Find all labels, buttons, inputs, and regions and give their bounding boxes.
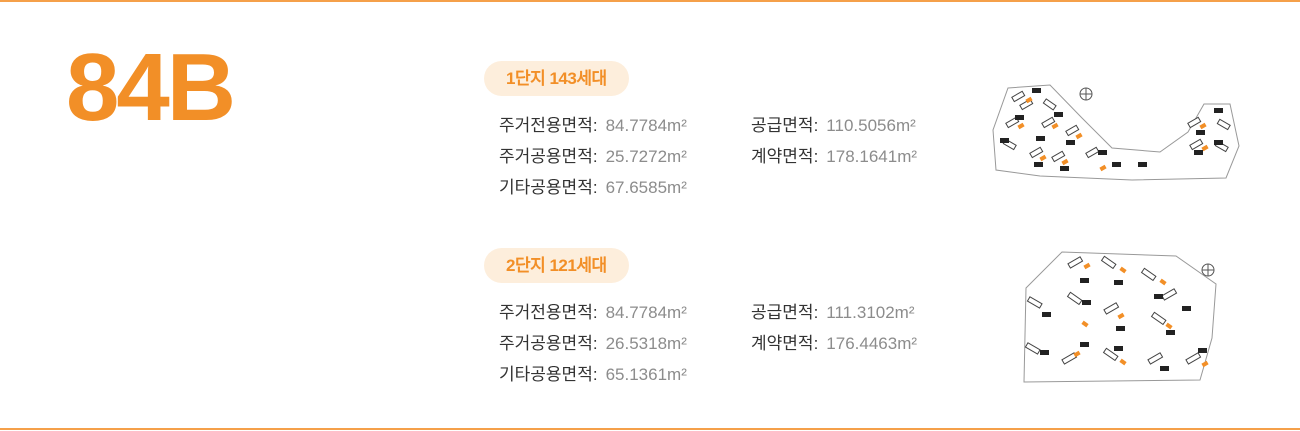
top-divider (0, 0, 1300, 2)
complex-1-site-plan (992, 84, 1240, 181)
contract-area-label: 계약면적 (751, 147, 814, 166)
other-common-area-row: 기타공용면적: 65.1361m² (499, 365, 687, 384)
contract-area-value: 178.1641m² (826, 147, 918, 166)
residential-common-area-value: 26.5318m² (605, 334, 687, 353)
other-common-area-value: 65.1361m² (605, 365, 687, 384)
supply-area-row: 공급면적: 110.5056m² (751, 116, 916, 135)
exclusive-area-label: 주거전용면적 (499, 303, 593, 322)
exclusive-area-label: 주거전용면적 (499, 116, 593, 135)
other-common-area-value: 67.6585m² (605, 178, 687, 197)
exclusive-area-value: 84.7784m² (605, 303, 687, 322)
contract-area-row: 계약면적: 176.4463m² (751, 334, 918, 353)
other-common-area-label: 기타공용면적 (499, 178, 593, 197)
supply-area-row: 공급면적: 111.3102m² (751, 303, 915, 322)
contract-area-row: 계약면적: 178.1641m² (751, 147, 918, 166)
supply-area-label: 공급면적 (751, 303, 814, 322)
contract-area-value: 176.4463m² (826, 334, 918, 353)
complex-2-section: 2단지 121세대 주거전용면적: 84.7784m² 주거공용면적: 26.531… (484, 248, 984, 413)
supply-area-value: 110.5056m² (826, 116, 916, 135)
contract-area-label: 계약면적 (751, 334, 814, 353)
exclusive-area-value: 84.7784m² (605, 116, 687, 135)
complex-2-site-plan (1023, 251, 1217, 383)
complex-2-badge: 2단지 121세대 (484, 248, 629, 283)
residential-common-area-label: 주거공용면적 (499, 147, 593, 166)
residential-common-area-label: 주거공용면적 (499, 334, 593, 353)
supply-area-label: 공급면적 (751, 116, 814, 135)
complex-1-section: 1단지 143세대 주거전용면적: 84.7784m² 주거공용면적: 25.727… (484, 61, 984, 226)
supply-area-value: 111.3102m² (826, 303, 915, 322)
exclusive-area-row: 주거전용면적: 84.7784m² (499, 303, 687, 322)
other-common-area-label: 기타공용면적 (499, 365, 593, 384)
exclusive-area-row: 주거전용면적: 84.7784m² (499, 116, 687, 135)
residential-common-area-value: 25.7272m² (605, 147, 687, 166)
unit-type-title: 84B (66, 34, 236, 141)
complex-1-badge: 1단지 143세대 (484, 61, 629, 96)
bottom-divider (0, 428, 1300, 430)
residential-common-area-row: 주거공용면적: 26.5318m² (499, 334, 687, 353)
residential-common-area-row: 주거공용면적: 25.7272m² (499, 147, 687, 166)
other-common-area-row: 기타공용면적: 67.6585m² (499, 178, 687, 197)
